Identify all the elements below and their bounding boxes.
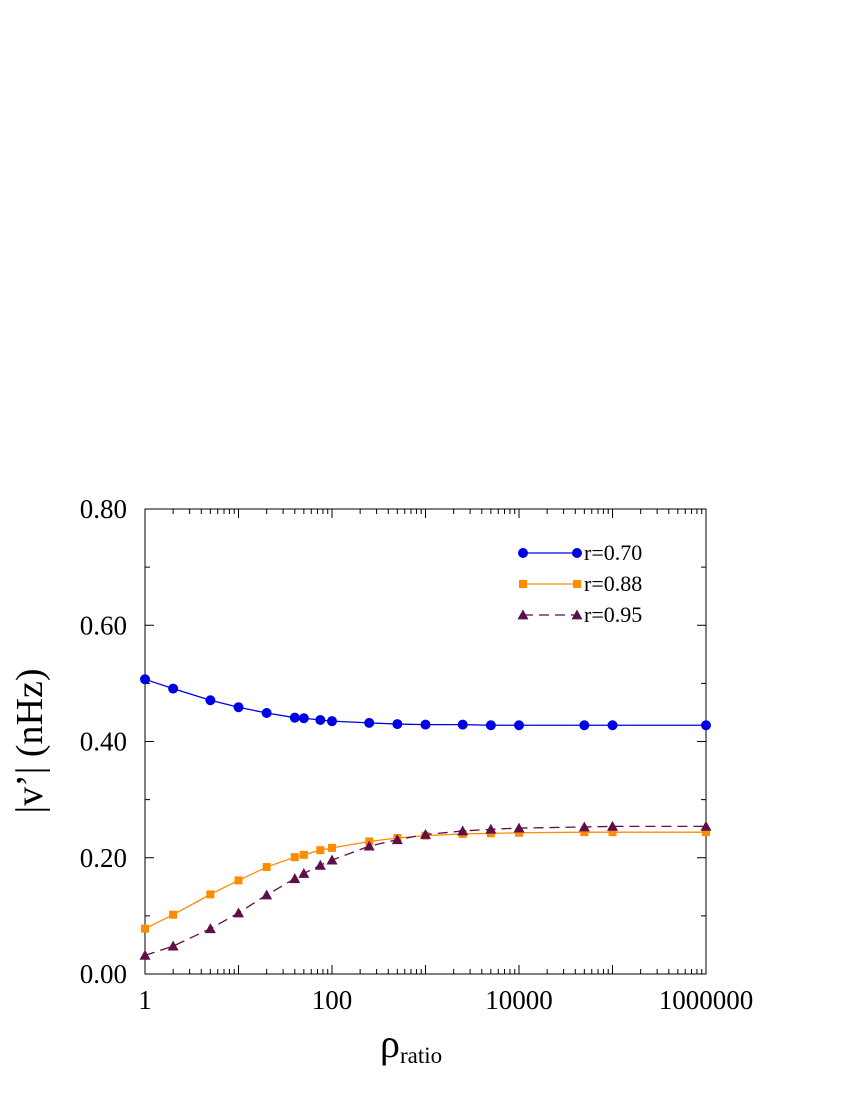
data-point xyxy=(457,825,469,836)
data-point xyxy=(298,867,310,878)
data-point xyxy=(580,828,589,837)
data-point xyxy=(261,708,272,719)
legend-marker xyxy=(518,548,528,558)
legend-marker xyxy=(517,609,529,620)
data-point xyxy=(205,695,216,706)
data-point xyxy=(701,720,711,731)
data-point xyxy=(364,717,375,728)
data-point xyxy=(204,923,216,934)
data-point xyxy=(262,863,271,872)
data-point xyxy=(515,828,523,837)
data-point xyxy=(485,720,496,731)
y-axis-label: |v’| (nHz) xyxy=(9,669,51,814)
legend-label: r=0.88 xyxy=(584,571,642,596)
x-tick-label: 1 xyxy=(138,985,152,1015)
data-point xyxy=(578,821,590,832)
legend-item: r=0.88 xyxy=(519,571,642,596)
x-axis-label-main: ρ xyxy=(380,1021,400,1066)
legend-item: r=0.95 xyxy=(517,602,642,627)
x-axis-label: ρratio xyxy=(380,1021,442,1068)
y-tick-label: 0.60 xyxy=(80,610,127,640)
y-tick-label: 0.80 xyxy=(80,494,127,524)
x-tick-label: 1000000 xyxy=(659,985,754,1015)
data-point xyxy=(167,940,179,951)
data-point xyxy=(608,828,617,837)
data-point xyxy=(169,910,178,919)
data-point xyxy=(289,712,300,723)
series-triangle xyxy=(139,820,712,960)
data-point xyxy=(328,843,336,852)
data-point xyxy=(298,713,309,724)
data-point xyxy=(261,889,273,900)
data-point xyxy=(289,873,301,884)
data-point xyxy=(316,846,325,855)
series-square xyxy=(141,828,710,933)
series-circle xyxy=(140,674,711,731)
data-point xyxy=(326,854,338,865)
data-point xyxy=(234,876,243,885)
y-tick-label: 0.40 xyxy=(80,727,127,757)
legend-label: r=0.70 xyxy=(584,540,642,565)
data-point xyxy=(457,719,468,730)
x-tick-label: 10000 xyxy=(485,985,553,1015)
data-point xyxy=(392,719,403,730)
data-point xyxy=(700,820,712,831)
data-point xyxy=(485,823,497,834)
data-point xyxy=(420,719,431,730)
series-line xyxy=(144,678,706,726)
data-point xyxy=(607,720,618,731)
series-line xyxy=(144,831,706,930)
data-point xyxy=(168,683,179,694)
legend-marker xyxy=(519,580,527,588)
x-tick-labels: 1 100 10000 1000000 xyxy=(138,985,753,1015)
data-point xyxy=(514,720,524,731)
data-point xyxy=(579,720,590,731)
data-point xyxy=(327,716,337,727)
data-point xyxy=(233,702,244,713)
y-tick-labels: 0.00 0.20 0.40 0.60 0.80 xyxy=(80,494,127,989)
legend-marker xyxy=(571,609,583,620)
data-point xyxy=(702,828,710,837)
data-point xyxy=(233,907,244,918)
data-point xyxy=(420,829,431,839)
data-point xyxy=(299,850,308,859)
data-point xyxy=(141,924,149,933)
legend-label: r=0.95 xyxy=(584,602,642,627)
legend: r=0.70 r=0.88 r=0.95 xyxy=(517,540,642,627)
y-tick-label: 0.00 xyxy=(80,959,127,989)
data-point xyxy=(363,840,375,851)
x-axis-label-sub: ratio xyxy=(400,1043,442,1068)
data-point xyxy=(140,674,150,685)
data-point xyxy=(290,853,299,862)
data-point xyxy=(206,890,215,899)
series-line xyxy=(144,825,706,957)
data-point xyxy=(607,820,618,831)
legend-item: r=0.70 xyxy=(518,540,642,565)
legend-marker xyxy=(572,548,582,558)
data-point xyxy=(139,949,151,960)
legend-marker xyxy=(573,580,581,588)
axis-ticks xyxy=(144,508,707,975)
data-point xyxy=(513,822,525,833)
y-tick-label: 0.20 xyxy=(80,843,127,873)
data-point xyxy=(391,834,403,845)
x-tick-label: 100 xyxy=(312,985,353,1015)
data-point xyxy=(314,859,326,870)
data-point xyxy=(315,714,326,725)
series-layer xyxy=(139,674,712,960)
